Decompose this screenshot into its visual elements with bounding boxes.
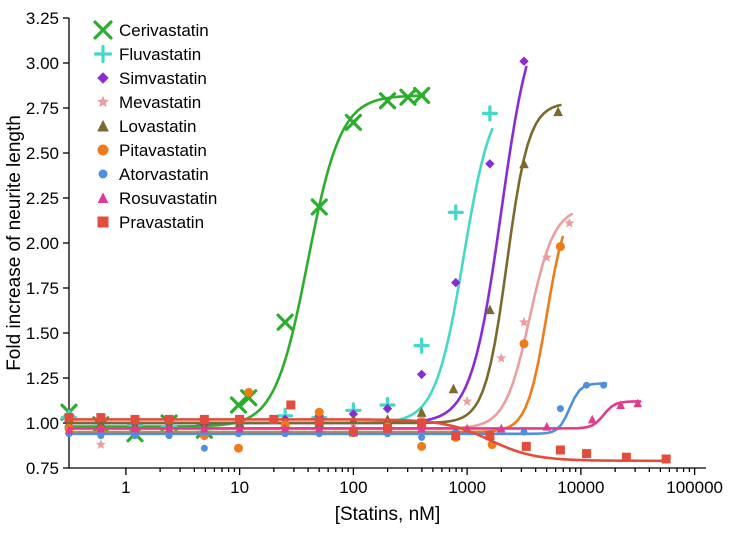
legend: Cerivastatin Fluvastatin Simvastatin Mevast… xyxy=(95,21,217,232)
dose-response-chart: 0.75 1.00 1.25 1.50 1.75 2.00 2.25 2.50 2.75 3.00… xyxy=(0,0,750,537)
chart-svg: 0.75 1.00 1.25 1.50 1.75 2.00 2.25 2.50 2.75 3.00… xyxy=(0,0,750,537)
series-cerivastatin xyxy=(62,88,429,440)
svg-text:1.50: 1.50 xyxy=(26,324,59,343)
series-simvastatin xyxy=(65,57,528,429)
svg-text:2.00: 2.00 xyxy=(26,234,59,253)
legend-label: Rosuvastatin xyxy=(119,189,217,208)
svg-text:1.25: 1.25 xyxy=(26,369,59,388)
svg-text:100000: 100000 xyxy=(666,478,723,497)
svg-text:2.50: 2.50 xyxy=(26,144,59,163)
legend-item-cerivastatin: Cerivastatin xyxy=(95,21,209,40)
svg-text:1: 1 xyxy=(121,478,130,497)
legend-item-atorvastatin: Atorvastatin xyxy=(99,165,209,184)
y-axis-title: Fold increase of neurite length xyxy=(4,115,25,371)
svg-text:3.00: 3.00 xyxy=(26,54,59,73)
legend-label: Cerivastatin xyxy=(119,21,209,40)
legend-item-rosuvastatin: Rosuvastatin xyxy=(99,189,218,208)
legend-label: Mevastatin xyxy=(119,93,201,112)
legend-label: Lovastatin xyxy=(119,117,197,136)
legend-item-lovastatin: Lovastatin xyxy=(98,117,197,136)
legend-item-pitavastatin: Pitavastatin xyxy=(98,141,207,160)
x-axis-title: [Statins, nM] xyxy=(335,504,441,525)
svg-text:3.25: 3.25 xyxy=(26,9,59,28)
legend-label: Fluvastatin xyxy=(119,45,201,64)
svg-text:2.75: 2.75 xyxy=(26,99,59,118)
legend-label: Simvastatin xyxy=(119,69,207,88)
svg-text:1.75: 1.75 xyxy=(26,279,59,298)
svg-text:10000: 10000 xyxy=(557,478,604,497)
svg-text:1000: 1000 xyxy=(448,478,486,497)
legend-item-simvastatin: Simvastatin xyxy=(98,69,207,88)
svg-text:1.00: 1.00 xyxy=(26,414,59,433)
svg-text:0.75: 0.75 xyxy=(26,459,59,478)
legend-label: Atorvastatin xyxy=(119,165,209,184)
legend-label: Pravastatin xyxy=(119,213,204,232)
svg-text:2.25: 2.25 xyxy=(26,189,59,208)
legend-item-pravastatin: Pravastatin xyxy=(98,213,204,232)
legend-item-fluvastatin: Fluvastatin xyxy=(96,45,202,64)
svg-text:10: 10 xyxy=(230,478,249,497)
series-atorvastatin xyxy=(66,382,607,451)
legend-label: Pitavastatin xyxy=(119,141,207,160)
legend-item-mevastatin: Mevastatin xyxy=(98,93,201,112)
svg-text:100: 100 xyxy=(339,478,367,497)
